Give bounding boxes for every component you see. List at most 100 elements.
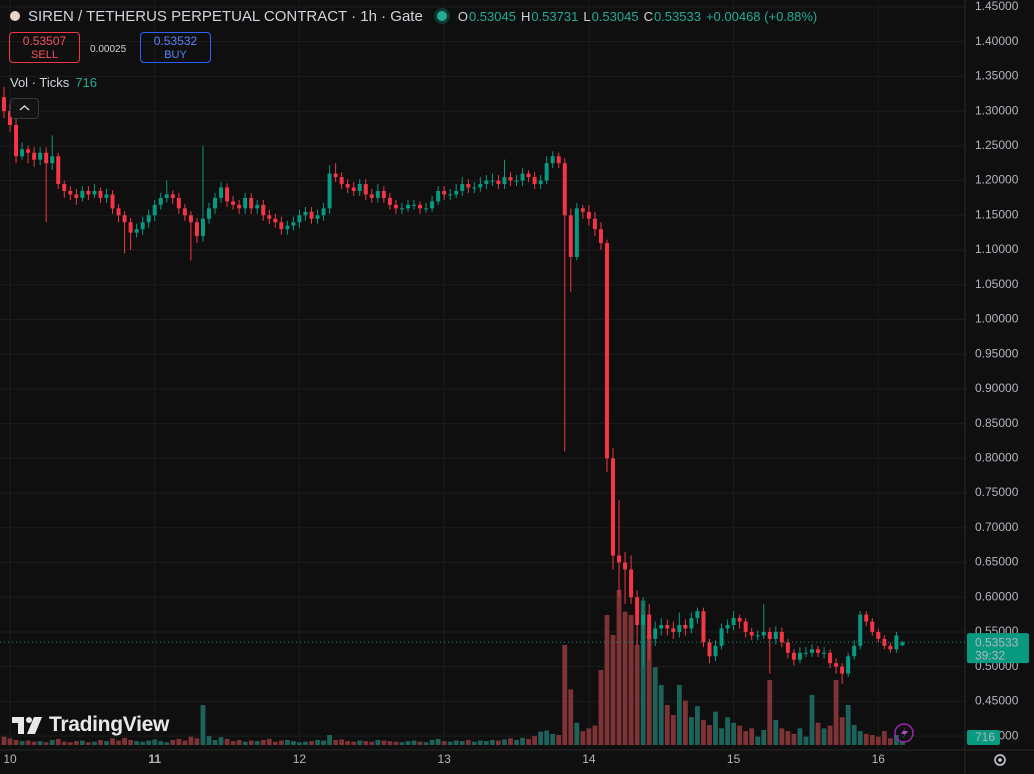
volume-bar (483, 741, 489, 745)
candle-body (285, 225, 290, 230)
candle-body (436, 190, 441, 202)
volume-bar (544, 730, 550, 745)
volume-bar (19, 741, 25, 745)
volume-legend: Vol · Ticks 716 (10, 75, 97, 90)
candle-body (225, 187, 230, 202)
candle-body (647, 614, 652, 639)
volume-bar (7, 738, 13, 745)
volume-bar (749, 728, 755, 745)
candle-body (749, 631, 754, 636)
volume-bar (803, 736, 809, 745)
volume-value-label: 716 (975, 730, 995, 744)
countdown: 39:32 (975, 648, 1005, 662)
volume-bar (526, 738, 531, 745)
candle-body (128, 222, 133, 233)
candle-body (538, 180, 543, 185)
volume-bar (604, 615, 610, 745)
volume-bar (134, 741, 140, 745)
candle-body (659, 625, 664, 629)
candle-body (858, 614, 863, 646)
candle-body (26, 149, 31, 153)
candle-body (369, 194, 374, 198)
candle-body (623, 562, 628, 570)
volume-bar (863, 733, 869, 745)
volume-bar (809, 695, 815, 745)
volume-bar (658, 685, 664, 745)
y-tick-label: 0.85000 (975, 416, 1019, 430)
candle-body (653, 628, 658, 639)
candle-body (785, 642, 790, 653)
volume-bar (453, 740, 459, 745)
candle-body (50, 156, 55, 164)
candle-body (158, 197, 163, 205)
collapse-button[interactable] (10, 98, 39, 119)
candle-body (194, 222, 199, 237)
candle-body (363, 184, 368, 195)
settings-icon (998, 758, 1002, 762)
candle-body (375, 190, 380, 198)
candle-body (279, 222, 284, 230)
volume-bar (887, 738, 893, 745)
candle-body (291, 222, 296, 226)
candle-body (351, 187, 356, 191)
volume-bar (92, 741, 97, 745)
volume-bar (73, 741, 79, 745)
sell-button[interactable]: 0.53507 SELL (9, 32, 80, 63)
volume-value-box (967, 730, 1000, 745)
volume-bar (188, 736, 194, 745)
y-tick-label: 0.60000 (975, 589, 1019, 603)
candle-body (44, 152, 49, 164)
volume-bar (381, 740, 387, 745)
volume-bar (152, 739, 158, 745)
candle-body (267, 215, 272, 219)
volume-bar (719, 728, 724, 745)
volume-bar (13, 740, 19, 745)
candle-body (514, 180, 519, 182)
lightning-icon (901, 727, 908, 739)
y-tick-label: 1.00000 (975, 312, 1019, 326)
volume-bar (580, 731, 586, 745)
brand-mark (12, 717, 42, 734)
candle-body (544, 163, 549, 181)
y-tick-label: 1.30000 (975, 103, 1019, 117)
candle-body (32, 152, 37, 160)
volume-bar (845, 705, 851, 745)
volume-bar (333, 740, 339, 745)
volume-bar (303, 741, 308, 745)
x-tick-label: 16 (872, 752, 886, 766)
candle-body (255, 204, 260, 209)
y-tick-label: 1.15000 (975, 207, 1019, 221)
volume-bar (266, 738, 272, 745)
candle-body (574, 208, 579, 257)
candle-body (182, 208, 187, 216)
volume-bar (67, 742, 73, 745)
brand-logo: TradingView (12, 713, 169, 737)
volume-bar (242, 741, 248, 745)
volume-bar (688, 717, 694, 745)
symbol-icon (10, 11, 20, 21)
candle-body (532, 177, 537, 185)
sell-price: 0.53507 (22, 34, 67, 48)
volume-bar (881, 731, 887, 745)
volume-bar (743, 731, 749, 745)
volume-bar (477, 740, 483, 745)
candle-body (490, 180, 495, 182)
volume-bar (248, 740, 254, 745)
volume-bar (713, 711, 718, 745)
candle-body (98, 190, 103, 198)
volume-bar (574, 722, 580, 745)
candle-body (8, 111, 12, 125)
volume-bar (321, 740, 326, 745)
candle-body (405, 204, 410, 209)
candle-body (339, 177, 344, 185)
candle-body (797, 652, 802, 660)
last-price-box (967, 633, 1029, 664)
volume-bar (405, 741, 411, 745)
buy-button[interactable]: 0.53532 BUY (140, 32, 211, 63)
candle-body (526, 173, 531, 178)
candle-body (816, 649, 821, 653)
settings-button[interactable] (994, 754, 1006, 766)
candle-body (568, 215, 573, 257)
candle-body (689, 618, 694, 629)
volume-bar (206, 736, 212, 745)
